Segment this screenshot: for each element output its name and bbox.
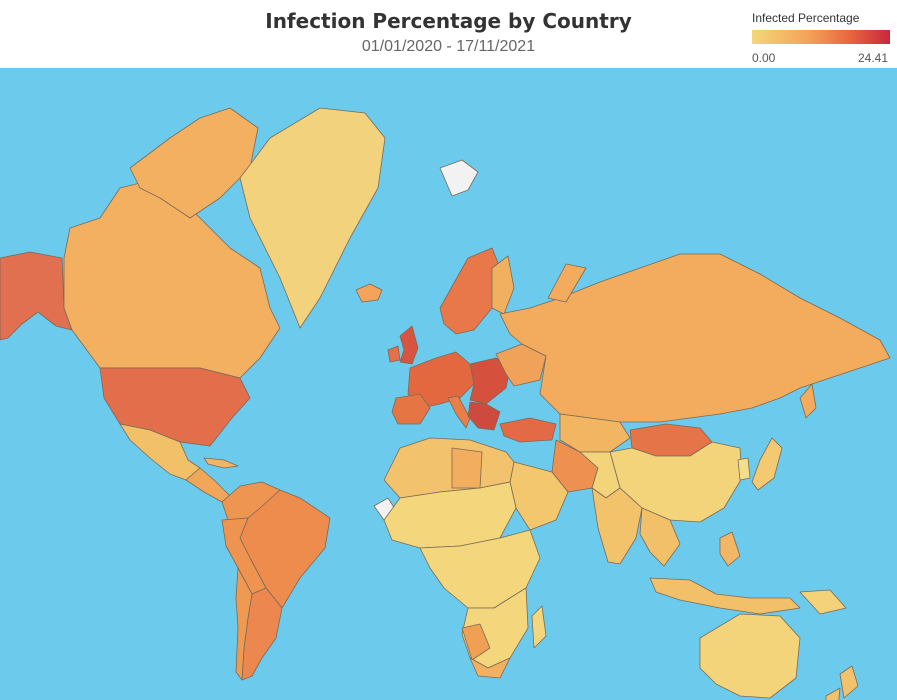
country-japan[interactable] [751,437,783,491]
world-map-svg[interactable] [0,68,897,700]
country-uk[interactable] [399,325,419,365]
country-philippines[interactable] [719,531,741,567]
country-south-africa[interactable] [469,657,511,679]
country-chile[interactable] [235,567,253,681]
country-ireland[interactable] [387,345,401,363]
country-india[interactable] [591,487,643,565]
country-central-europe[interactable] [469,357,511,405]
world-map[interactable] [0,68,897,700]
country-greenland[interactable] [239,107,386,329]
country-libya[interactable] [451,447,483,489]
country-italy[interactable] [447,395,471,429]
country-korea[interactable] [737,457,751,481]
legend-max-label: 24.41 [857,51,888,65]
country-turkey[interactable] [499,417,557,443]
date-range: 01/01/2020 - 17/11/2021 [361,38,536,55]
country-svalbard[interactable] [439,159,479,197]
country-sahel[interactable] [383,481,517,549]
country-iceland[interactable] [355,283,383,303]
country-sakhalin-kuril[interactable] [799,383,817,419]
legend-gradient-bar [752,30,890,44]
country-alaska[interactable] [0,251,73,341]
country-madagascar[interactable] [531,605,547,649]
map-title: Infection Percentage by Country [265,9,632,33]
country-novaya-zemlya[interactable] [547,263,587,303]
country-png[interactable] [799,589,847,615]
country-russia[interactable] [499,253,891,423]
country-canada[interactable] [63,177,281,379]
country-australia[interactable] [699,613,801,699]
color-legend: Infected Percentage 0.00 24.41 [752,11,892,65]
legend-min-label: 0.00 [752,51,776,65]
country-indonesia[interactable] [649,577,801,615]
country-new-zealand[interactable] [839,665,859,699]
country-namibia-botswana[interactable] [461,623,491,661]
country-cuba[interactable] [203,457,239,469]
legend-title: Infected Percentage [752,11,860,25]
country-usa[interactable] [99,367,251,447]
country-kazakhstan[interactable] [559,413,631,453]
country-iberia[interactable] [391,393,431,425]
header: Infection Percentage by Country 01/01/20… [0,0,897,68]
country-southeast-asia[interactable] [639,507,681,567]
country-balkans[interactable] [467,401,501,431]
country-finland[interactable] [491,255,515,315]
country-new-zealand-south[interactable] [825,687,841,700]
